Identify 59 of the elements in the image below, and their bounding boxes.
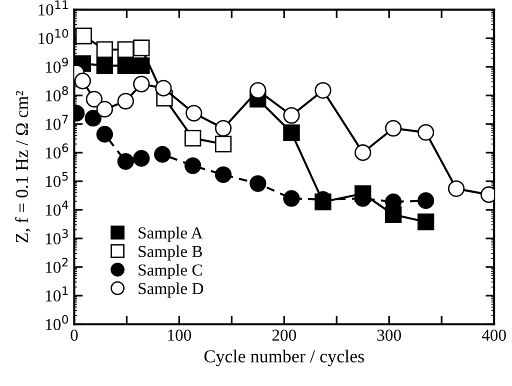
- point: [184, 157, 202, 174]
- y-tick-label: 10$^{4}$: [46, 200, 68, 216]
- y-tick-label: 10$^{9}$: [46, 58, 68, 73]
- point: [354, 144, 372, 161]
- point: [117, 92, 134, 110]
- x-axis-title: Cycle number / cycles: [204, 350, 364, 366]
- point: [117, 41, 134, 58]
- y-tick-label: 10$^{3}$: [46, 229, 68, 244]
- legend-label: Sample D: [138, 282, 204, 298]
- legend-label: Sample A: [138, 226, 203, 242]
- legend-label: Sample C: [138, 264, 202, 280]
- point: [154, 146, 171, 163]
- x-tick-label: 100: [168, 330, 192, 341]
- point: [155, 80, 172, 96]
- point: [418, 214, 434, 230]
- y-tick-label: 10$^{6}$: [46, 143, 68, 159]
- point: [384, 120, 402, 137]
- point: [283, 107, 300, 124]
- y-tick-label: 10$^{8}$: [46, 86, 68, 102]
- point: [283, 124, 300, 141]
- x-tick-label: 200: [272, 330, 296, 341]
- point: [214, 166, 232, 183]
- y-tick-label: 10$^{0}$: [46, 314, 68, 330]
- x-tick-label: 0: [70, 330, 78, 341]
- point: [96, 100, 114, 118]
- point: [214, 136, 232, 152]
- point: [418, 192, 434, 209]
- point: [250, 175, 266, 192]
- point: [133, 150, 150, 167]
- y-tick-label: 10$^{11}$: [38, 0, 68, 16]
- y-tick-label: 10$^{5}$: [46, 172, 68, 188]
- point: [250, 82, 266, 99]
- point: [133, 76, 150, 92]
- y-tick-label: 10$^{1}$: [46, 286, 68, 302]
- point: [448, 180, 465, 198]
- y-tick-label: 10$^{2}$: [46, 258, 68, 273]
- point: [96, 57, 114, 74]
- point: [74, 72, 91, 90]
- point: [214, 120, 232, 137]
- x-tick-label: 300: [377, 330, 401, 341]
- legend-label: Sample B: [138, 245, 202, 260]
- y-tick-label: 10$^{10}$: [38, 28, 68, 44]
- point: [86, 90, 103, 108]
- point: [186, 104, 202, 122]
- point: [314, 82, 332, 99]
- point: [283, 190, 300, 207]
- point: [117, 57, 134, 74]
- y-tick-label: 10$^{7}$: [46, 114, 68, 130]
- point: [75, 28, 92, 44]
- y-axis-title: Z, f = 0.1 Hz / Ω cm²: [15, 90, 31, 243]
- point: [96, 126, 114, 143]
- point: [133, 57, 150, 74]
- point: [84, 110, 102, 127]
- point: [117, 153, 134, 170]
- point: [418, 124, 434, 141]
- point: [133, 40, 150, 56]
- point: [184, 130, 202, 147]
- x-tick-label: 400: [482, 330, 506, 341]
- point: [96, 41, 114, 58]
